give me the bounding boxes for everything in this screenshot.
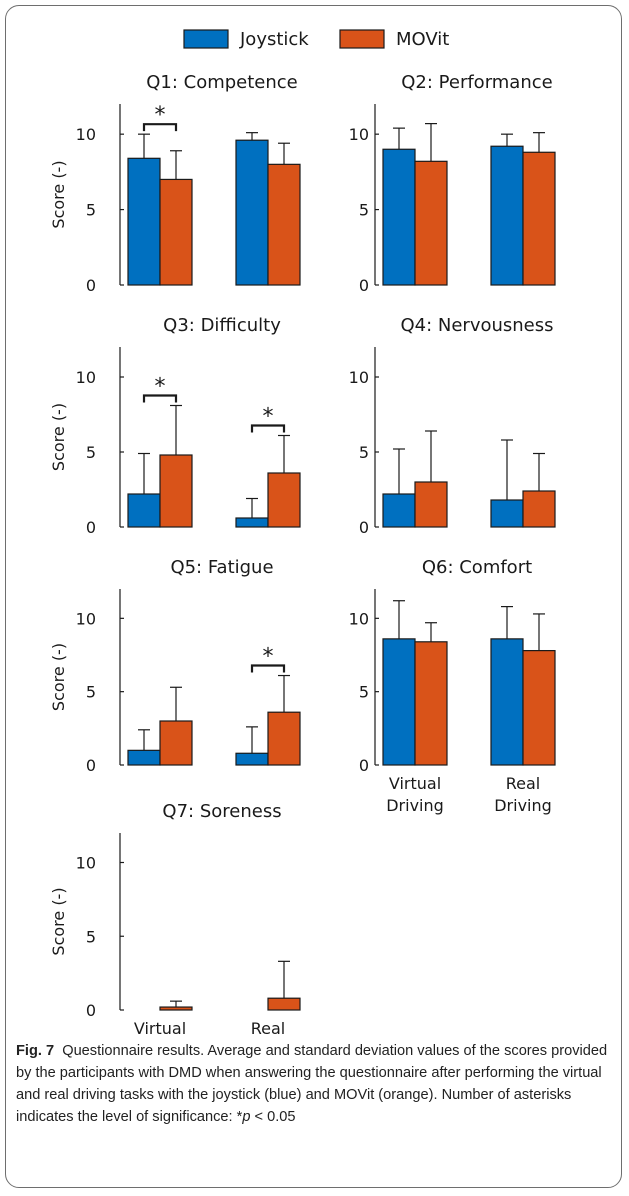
bar-joystick-real — [490, 145, 524, 286]
figure-caption: Fig. 7 Questionnaire results. Average an… — [16, 1040, 614, 1128]
y-tick-label: 5 — [86, 683, 96, 702]
panel-title: Q1: Competence — [146, 72, 298, 93]
x-category-label: Real Driving — [494, 774, 552, 815]
y-tick-label: 0 — [359, 518, 369, 537]
bar-movit-virtual — [414, 641, 448, 766]
panel-title: Q3: Difficulty — [163, 315, 281, 336]
y-tick-label: 0 — [86, 518, 96, 537]
panel-q2: Q2: Performance 0 5 10 — [349, 72, 556, 295]
caption-fig-label: Fig. 7 — [16, 1043, 55, 1059]
bar-joystick-virtual — [382, 638, 416, 766]
x-category-label-line: Virtual — [389, 774, 441, 793]
panel-q1: Q1: Competence 0 5 10 Score (-) * — [49, 72, 301, 295]
bar-movit-virtual — [414, 481, 448, 528]
significance-bracket — [142, 123, 178, 132]
y-tick-label: 5 — [86, 201, 96, 220]
x-category-label-line: Driving — [494, 796, 552, 815]
bar-movit-virtual — [159, 178, 193, 286]
y-axis-label: Score (-) — [49, 160, 68, 228]
bar-movit-virtual — [159, 454, 193, 528]
bar-movit-real — [267, 711, 301, 766]
y-tick-label: 0 — [86, 1001, 96, 1020]
legend-swatch-joystick — [183, 29, 229, 49]
bar-joystick-virtual — [382, 493, 416, 528]
y-axis-label: Score (-) — [49, 643, 68, 711]
y-tick-label: 5 — [359, 683, 369, 702]
y-axis-label: Score (-) — [49, 887, 68, 955]
caption-sig-rest: < 0.05 — [250, 1109, 296, 1125]
y-tick-label: 10 — [349, 609, 369, 628]
bar-movit-real — [267, 163, 301, 286]
bar-movit-virtual — [414, 160, 448, 286]
y-tick-label: 0 — [86, 756, 96, 775]
significance-asterisk: * — [263, 645, 274, 670]
y-tick-label: 0 — [359, 756, 369, 775]
bar-movit-real — [522, 649, 556, 766]
panel-title: Q7: Soreness — [162, 801, 281, 822]
panel-title: Q2: Performance — [401, 72, 552, 93]
x-category-label-line: Real — [251, 1019, 286, 1038]
bar-movit-real — [267, 472, 301, 528]
y-tick-label: 10 — [349, 368, 369, 387]
y-tick-label: 10 — [349, 125, 369, 144]
caption-sig-symbol: p — [242, 1109, 251, 1125]
bar-joystick-virtual — [382, 148, 416, 286]
y-tick-label: 10 — [76, 609, 96, 628]
y-tick-label: 10 — [76, 368, 96, 387]
significance-bracket — [142, 394, 178, 403]
x-category-label-line: Driving — [386, 796, 444, 815]
legend-swatch-movit — [339, 29, 385, 49]
bar-movit-virtual — [159, 720, 193, 766]
caption-text: Questionnaire results. Average and stand… — [16, 1043, 608, 1125]
bar-movit-virtual — [159, 1006, 193, 1011]
x-category-label-line: Real — [506, 774, 541, 793]
bar-joystick-real — [235, 517, 269, 528]
panel-title: Q5: Fatigue — [170, 557, 273, 578]
y-tick-label: 0 — [359, 276, 369, 295]
bar-movit-real — [522, 490, 556, 528]
panel-q4: Q4: Nervousness 0 5 10 — [349, 315, 556, 537]
y-tick-label: 5 — [86, 927, 96, 946]
legend: Joystick MOVit — [183, 29, 449, 50]
y-tick-label: 10 — [76, 125, 96, 144]
panel-q6: Q6: Comfort 0 5 10 Virtual Driving Real Driving — [349, 557, 556, 815]
significance-asterisk: * — [155, 375, 166, 400]
bar-joystick-virtual — [127, 749, 161, 766]
significance-asterisk: * — [263, 405, 274, 430]
x-category-label: Virtual Driving — [386, 774, 444, 815]
significance-bracket — [250, 664, 286, 673]
bar-joystick-real — [235, 752, 269, 766]
panel-q3: Q3: Difficulty 0 5 10 Score (-) * * — [49, 315, 301, 537]
figure-chart-panels: Joystick MOVit Q1: Competence 0 5 10 Score (-)… — [49, 29, 556, 1040]
bar-movit-real — [522, 151, 556, 286]
legend-label-joystick: Joystick — [239, 29, 309, 50]
bar-joystick-real — [490, 638, 524, 766]
panel-title: Q4: Nervousness — [400, 315, 553, 336]
bar-movit-real — [267, 997, 301, 1011]
y-tick-label: 5 — [359, 201, 369, 220]
significance-bracket — [250, 424, 286, 433]
panel-q5: Q5: Fatigue 0 5 10 Score (-) * — [49, 557, 301, 775]
y-tick-label: 5 — [86, 443, 96, 462]
legend-label-movit: MOVit — [396, 29, 449, 50]
y-tick-label: 5 — [359, 443, 369, 462]
y-tick-label: 0 — [86, 276, 96, 295]
bar-joystick-virtual — [127, 157, 161, 286]
significance-asterisk: * — [155, 103, 166, 128]
y-tick-label: 10 — [76, 854, 96, 873]
bar-joystick-real — [235, 139, 269, 286]
bar-joystick-virtual — [127, 493, 161, 528]
panel-title: Q6: Comfort — [422, 557, 532, 578]
x-category-label-line: Virtual — [134, 1019, 186, 1038]
y-axis-label: Score (-) — [49, 403, 68, 471]
bar-joystick-real — [490, 499, 524, 528]
figure-frame — [5, 5, 622, 1188]
